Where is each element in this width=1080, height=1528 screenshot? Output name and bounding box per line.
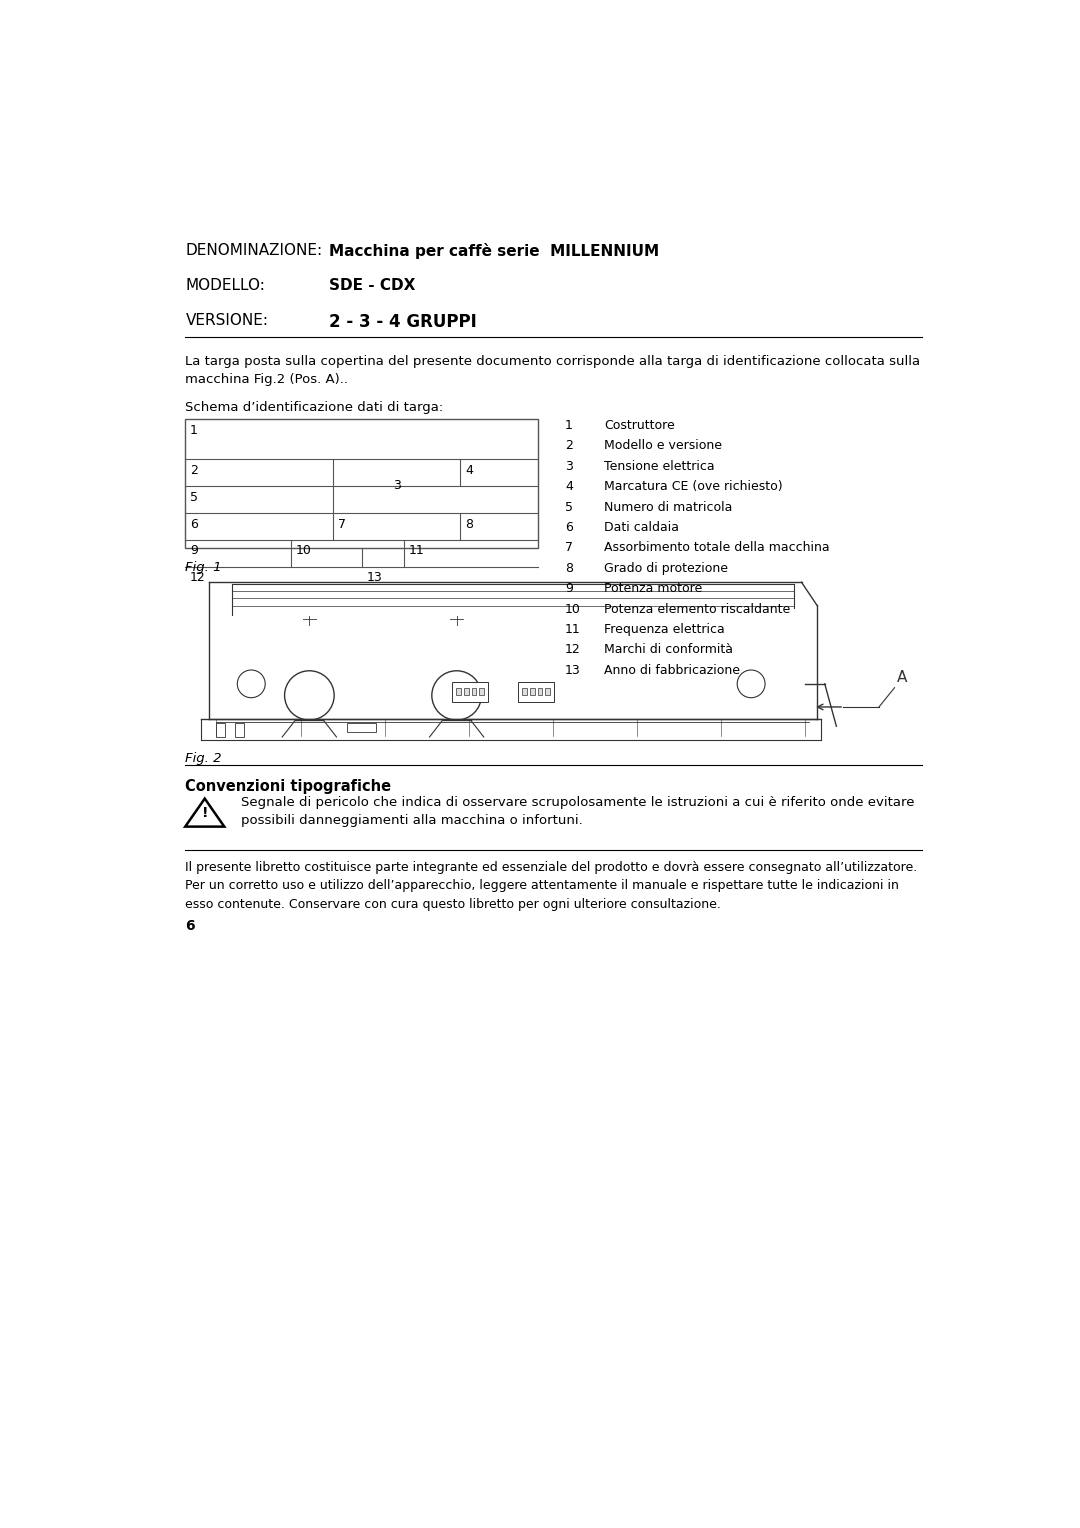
Text: VERSIONE:: VERSIONE: bbox=[186, 313, 268, 327]
Text: 12: 12 bbox=[190, 571, 206, 584]
Text: 1: 1 bbox=[565, 419, 573, 432]
Text: 8: 8 bbox=[465, 518, 473, 530]
Bar bbox=[530, 688, 535, 695]
FancyBboxPatch shape bbox=[186, 419, 538, 547]
Text: Segnale di pericolo che indica di osservare scrupolosamente le istruzioni a cui : Segnale di pericolo che indica di osserv… bbox=[241, 796, 915, 827]
Text: 13: 13 bbox=[565, 663, 581, 677]
Text: Costruttore: Costruttore bbox=[604, 419, 675, 432]
Text: 10: 10 bbox=[296, 544, 312, 558]
Text: Frequenza elettrica: Frequenza elettrica bbox=[604, 623, 725, 636]
Bar bbox=[456, 688, 461, 695]
Text: Anno di fabbricazione: Anno di fabbricazione bbox=[604, 663, 740, 677]
Text: Assorbimento totale della macchina: Assorbimento totale della macchina bbox=[604, 541, 829, 555]
Text: 3: 3 bbox=[565, 460, 573, 472]
Text: 6: 6 bbox=[565, 521, 573, 533]
Text: DENOMINAZIONE:: DENOMINAZIONE: bbox=[186, 243, 323, 258]
Text: Schema d’identificazione dati di targa:: Schema d’identificazione dati di targa: bbox=[186, 402, 444, 414]
Text: 13: 13 bbox=[366, 571, 382, 584]
Text: Marcatura CE (ove richiesto): Marcatura CE (ove richiesto) bbox=[604, 480, 783, 494]
Text: 4: 4 bbox=[465, 463, 473, 477]
Text: Potenza elemento riscaldante: Potenza elemento riscaldante bbox=[604, 602, 791, 616]
Bar bbox=[464, 688, 469, 695]
Text: Tensione elettrica: Tensione elettrica bbox=[604, 460, 715, 472]
Text: A: A bbox=[896, 671, 907, 686]
Bar bbox=[538, 688, 542, 695]
Text: 6: 6 bbox=[186, 920, 195, 934]
Bar bbox=[522, 688, 527, 695]
Text: Dati caldaia: Dati caldaia bbox=[604, 521, 679, 533]
Text: 7: 7 bbox=[338, 518, 346, 530]
Text: 5: 5 bbox=[190, 490, 198, 504]
Bar bbox=[545, 688, 550, 695]
Text: 2 - 3 - 4 GRUPPI: 2 - 3 - 4 GRUPPI bbox=[328, 313, 476, 330]
Text: Fig. 2: Fig. 2 bbox=[186, 752, 221, 764]
Text: 11: 11 bbox=[565, 623, 581, 636]
Text: Il presente libretto costituisce parte integrante ed essenziale del prodotto e d: Il presente libretto costituisce parte i… bbox=[186, 860, 918, 911]
Text: 1: 1 bbox=[190, 423, 198, 437]
Text: Fig. 1: Fig. 1 bbox=[186, 561, 221, 573]
Text: 5: 5 bbox=[565, 501, 573, 513]
Text: Marchi di conformità: Marchi di conformità bbox=[604, 643, 733, 657]
Text: 9: 9 bbox=[190, 544, 198, 558]
Bar bbox=[235, 723, 244, 736]
Text: 12: 12 bbox=[565, 643, 581, 657]
FancyBboxPatch shape bbox=[348, 723, 376, 732]
Text: 2: 2 bbox=[190, 463, 198, 477]
Text: 8: 8 bbox=[565, 562, 573, 575]
Text: 11: 11 bbox=[408, 544, 424, 558]
Text: 3: 3 bbox=[393, 480, 401, 492]
Text: MODELLO:: MODELLO: bbox=[186, 278, 266, 293]
Bar bbox=[216, 723, 225, 736]
Text: Grado di protezione: Grado di protezione bbox=[604, 562, 728, 575]
Bar bbox=[472, 688, 476, 695]
Bar bbox=[480, 688, 484, 695]
FancyBboxPatch shape bbox=[453, 681, 488, 701]
Text: 10: 10 bbox=[565, 602, 581, 616]
Text: !: ! bbox=[202, 807, 208, 821]
Text: Numero di matricola: Numero di matricola bbox=[604, 501, 732, 513]
Text: Macchina per caffè serie  MILLENNIUM: Macchina per caffè serie MILLENNIUM bbox=[328, 243, 659, 260]
Text: Modello e versione: Modello e versione bbox=[604, 440, 721, 452]
Text: Potenza motore: Potenza motore bbox=[604, 582, 702, 596]
Text: La targa posta sulla copertina del presente documento corrisponde alla targa di : La targa posta sulla copertina del prese… bbox=[186, 354, 920, 387]
Text: 6: 6 bbox=[190, 518, 198, 530]
Text: Convenzioni tipografiche: Convenzioni tipografiche bbox=[186, 779, 391, 793]
Text: 7: 7 bbox=[565, 541, 573, 555]
Text: 4: 4 bbox=[565, 480, 573, 494]
FancyBboxPatch shape bbox=[518, 681, 554, 701]
Text: 2: 2 bbox=[565, 440, 573, 452]
Text: 9: 9 bbox=[565, 582, 573, 596]
Text: SDE - CDX: SDE - CDX bbox=[328, 278, 415, 293]
